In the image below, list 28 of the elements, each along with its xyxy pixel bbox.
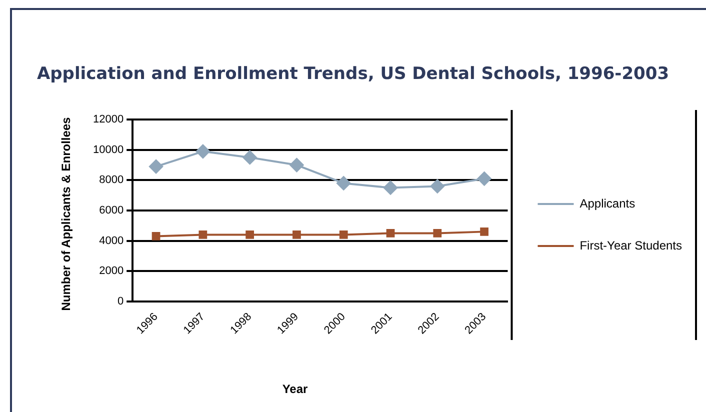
- y-tick-label: 4000: [99, 234, 124, 247]
- point: [196, 144, 210, 158]
- point: [339, 230, 348, 239]
- point: [480, 228, 488, 236]
- point: [292, 230, 301, 239]
- point: [433, 229, 442, 238]
- point: [290, 158, 304, 172]
- y-tick-label: 8000: [99, 174, 124, 186]
- chart-title: Application and Enrollment Trends, US Dental Schools, 1996-2003: [36, 64, 670, 84]
- point: [149, 160, 164, 174]
- point: [430, 179, 444, 194]
- y-tick-label: 2000: [99, 265, 124, 278]
- legend-label: Applicants: [580, 196, 636, 210]
- point: [386, 229, 395, 238]
- y-tick-label: 12000: [92, 114, 124, 126]
- point: [477, 172, 492, 186]
- point: [198, 230, 208, 239]
- point: [336, 176, 351, 190]
- point: [152, 232, 160, 240]
- y-tick-label: 0: [117, 295, 124, 308]
- point: [384, 180, 398, 195]
- point: [242, 150, 257, 164]
- y-axis-title: Number of Applicants & Enrollees: [59, 117, 73, 311]
- x-axis-title: Year: [281, 382, 309, 396]
- point: [246, 230, 254, 239]
- y-tick-label: 10000: [92, 144, 124, 156]
- legend-label: First-Year Students: [580, 238, 682, 252]
- y-tick-label: 6000: [99, 204, 124, 217]
